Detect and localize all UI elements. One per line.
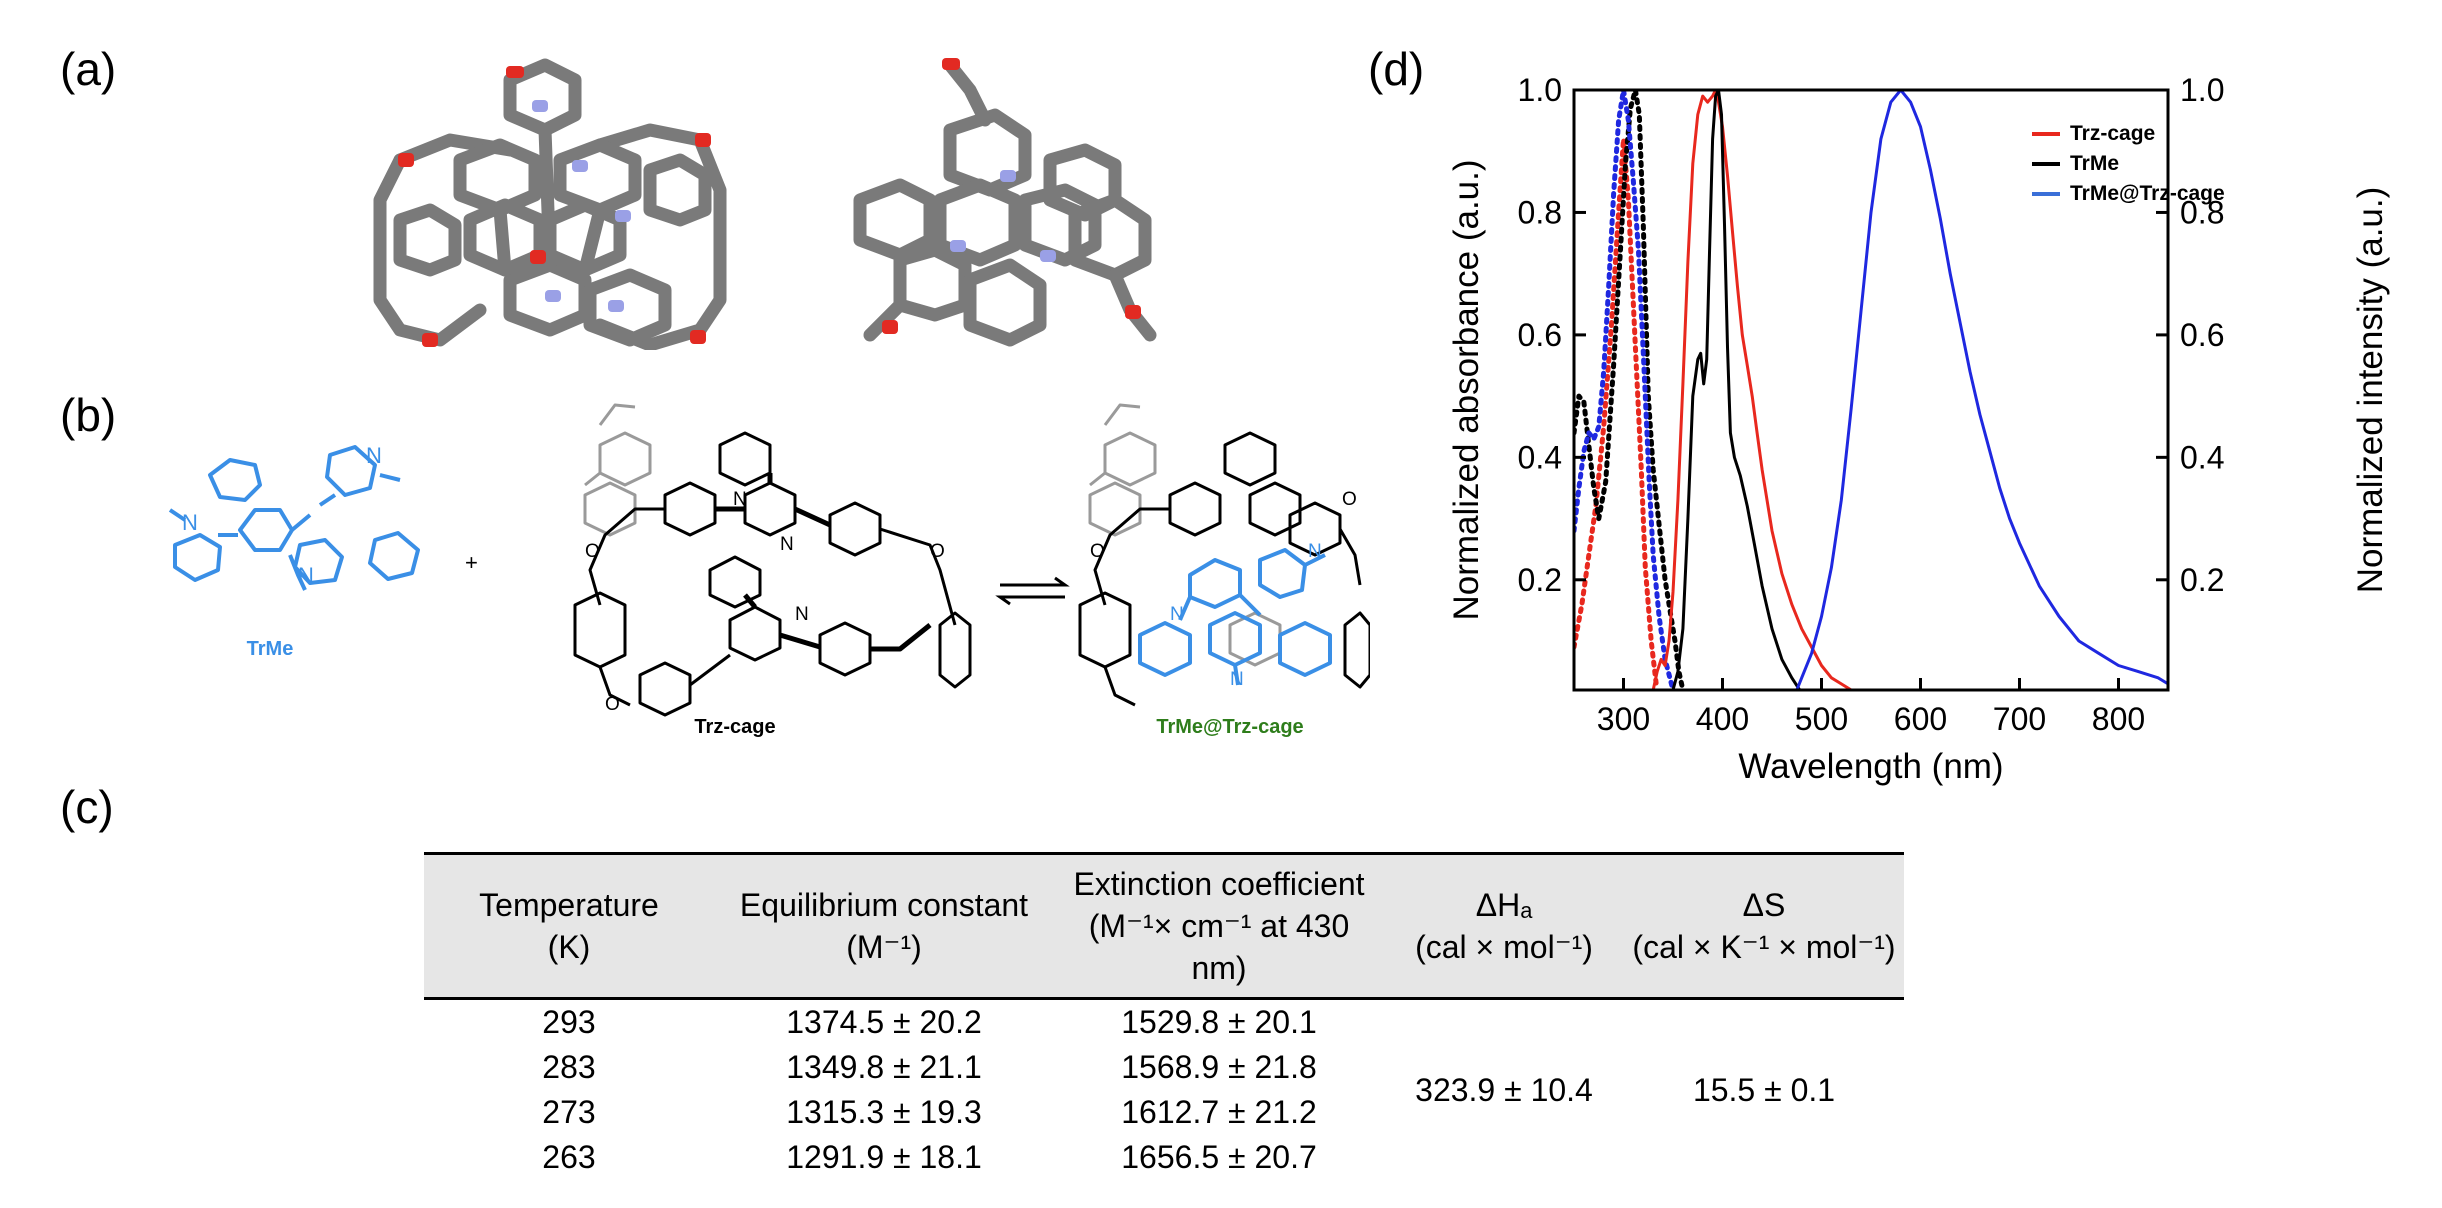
equilibrium-arrows bbox=[995, 576, 1070, 606]
trz-cage-label: Trz-cage bbox=[694, 716, 775, 738]
x-axis-label: Wavelength (nm) bbox=[1738, 747, 2003, 786]
cell-extinction-coefficient: 1612.7 ± 21.2 bbox=[1121, 1094, 1317, 1130]
plus-sign: + bbox=[465, 550, 478, 575]
series-line-emission-3 bbox=[1651, 90, 1852, 690]
trme-n-atom-3: N bbox=[298, 563, 314, 588]
cage-n-atom-2: N bbox=[780, 534, 794, 555]
series-line-absorbance-0 bbox=[1574, 136, 1659, 687]
cell-equilibrium-constant: 1349.8 ± 21.1 bbox=[786, 1049, 982, 1085]
trme-n-atom-1: N bbox=[182, 510, 198, 535]
header-entropy-unit: (cal × K⁻¹ × mol⁻¹) bbox=[1632, 929, 1896, 965]
y-tick-label-left: 0.6 bbox=[1518, 317, 1562, 353]
y-tick-label-right: 0.4 bbox=[2180, 439, 2224, 475]
y-tick-label-right: 0.6 bbox=[2180, 317, 2224, 353]
crystal-structure-guest bbox=[853, 58, 1157, 347]
panel-label-d: (d) bbox=[1368, 43, 1425, 95]
trz-cage-structure bbox=[573, 403, 972, 717]
complex-n-atom-1: N bbox=[1170, 604, 1184, 625]
header-enthalpy-title: ΔHₐ bbox=[1475, 887, 1533, 923]
x-tick-label: 300 bbox=[1597, 701, 1650, 737]
crystal-structure-cage bbox=[373, 58, 727, 350]
x-tick-label: 600 bbox=[1894, 701, 1947, 737]
cage-o-atom-3: O bbox=[605, 694, 620, 715]
host-guest-scheme: N N N TrMe + O bbox=[168, 403, 1370, 738]
cell-temperature: 293 bbox=[542, 1004, 596, 1040]
complex-label: TrMe@Trz-cage bbox=[1156, 716, 1303, 738]
y-tick-label-left: 1.0 bbox=[1518, 72, 1562, 108]
x-tick-label: 400 bbox=[1696, 701, 1749, 737]
cage-n-atom-1: N bbox=[733, 489, 747, 510]
trme-structure bbox=[168, 445, 420, 591]
header-extinction-coefficient: Extinction coefficient (M⁻¹× cm⁻¹ at 430… bbox=[1054, 854, 1384, 999]
complex-n-atom-3: N bbox=[1230, 669, 1244, 690]
cage-n-atom-3: N bbox=[795, 604, 809, 625]
series-line-absorbance-2 bbox=[1574, 90, 1676, 690]
table-row: 263 1291.9 ± 18.1 1656.5 ± 20.7 bbox=[424, 1135, 1904, 1180]
legend-label: TrMe@Trz-cage bbox=[2070, 182, 2225, 205]
y-axis-label-left: Normalized absorbance (a.u.) bbox=[1447, 159, 1486, 620]
trme-label: TrMe bbox=[247, 638, 294, 660]
x-tick-label: 500 bbox=[1795, 701, 1848, 737]
panel-label-c: (c) bbox=[60, 781, 114, 833]
cell-equilibrium-constant: 1315.3 ± 19.3 bbox=[786, 1094, 982, 1130]
thermodynamics-table: Temperature (K) Equilibrium constant (M⁻… bbox=[424, 852, 1904, 1180]
complex-o-atom-1: O bbox=[1090, 541, 1105, 562]
complex-structure bbox=[1078, 403, 1370, 707]
complex-n-atom-2: N bbox=[1308, 541, 1322, 562]
cage-o-atom-1: O bbox=[585, 541, 600, 562]
y-tick-label-left: 0.4 bbox=[1518, 439, 1562, 475]
cage-o-atom-2: O bbox=[930, 541, 945, 562]
y-tick-label-left: 0.2 bbox=[1518, 562, 1562, 598]
panel-label-b: (b) bbox=[60, 389, 117, 441]
series-line-emission-5 bbox=[1795, 90, 2168, 690]
cell-equilibrium-constant: 1374.5 ± 20.2 bbox=[786, 1004, 982, 1040]
header-temperature-title: Temperature bbox=[479, 887, 659, 923]
trme-n-atom-2: N bbox=[366, 443, 382, 468]
table-row: 293 1374.5 ± 20.2 1529.8 ± 20.1 323.9 ± … bbox=[424, 999, 1904, 1108]
spectra-chart: 300 400 500 600 700 800 0.2 0.2 0.4 0.4 0.6 0.6 0.8 0… bbox=[1447, 72, 2390, 786]
panel-label-a: (a) bbox=[60, 43, 117, 95]
cell-enthalpy: 323.9 ± 10.4 bbox=[1415, 1071, 1593, 1108]
header-entropy: ΔS (cal × K⁻¹ × mol⁻¹) bbox=[1624, 854, 1904, 999]
y-tick-label-right: 0.8 bbox=[2180, 194, 2224, 230]
y-tick-label-right: 1.0 bbox=[2180, 72, 2224, 108]
chart-series-group bbox=[1574, 90, 2168, 690]
table-row: 283 1349.8 ± 21.1 1568.9 ± 21.8 bbox=[424, 1045, 1904, 1090]
header-extinction-title: Extinction coefficient bbox=[1073, 866, 1365, 902]
cell-entropy: 15.5 ± 0.1 bbox=[1692, 1071, 1836, 1108]
cell-temperature: 273 bbox=[542, 1094, 596, 1130]
y-tick-label-right: 0.2 bbox=[2180, 562, 2224, 598]
header-extinction-unit: (M⁻¹× cm⁻¹ at 430 nm) bbox=[1088, 908, 1350, 986]
y-tick-label-left: 0.8 bbox=[1518, 194, 1562, 230]
complex-o-atom-2: O bbox=[1342, 489, 1357, 510]
cell-temperature: 283 bbox=[542, 1049, 596, 1085]
header-enthalpy-unit: (cal × mol⁻¹) bbox=[1415, 929, 1593, 965]
header-equilibrium-unit: (M⁻¹) bbox=[846, 929, 922, 965]
chart-axes: 300 400 500 600 700 800 0.2 0.2 0.4 0.4 0.6 0.6 0.8 0… bbox=[1518, 72, 2225, 737]
series-line-absorbance-1 bbox=[1574, 90, 1686, 690]
x-tick-label: 700 bbox=[1993, 701, 2046, 737]
table-header-row: Temperature (K) Equilibrium constant (M⁻… bbox=[424, 853, 1904, 999]
header-equilibrium-constant: Equilibrium constant (M⁻¹) bbox=[714, 854, 1054, 999]
legend-label: Trz-cage bbox=[2070, 122, 2155, 145]
header-enthalpy: ΔHₐ (cal × mol⁻¹) bbox=[1384, 854, 1624, 999]
cell-equilibrium-constant: 1291.9 ± 18.1 bbox=[786, 1139, 982, 1175]
header-temperature-unit: (K) bbox=[547, 929, 591, 965]
series-line-emission-4 bbox=[1671, 90, 1802, 690]
chart-legend: Trz-cage TrMe TrMe@Trz-cage bbox=[2032, 122, 2225, 205]
cell-temperature: 263 bbox=[542, 1139, 596, 1175]
header-entropy-title: ΔS bbox=[1742, 887, 1786, 923]
cell-extinction-coefficient: 1656.5 ± 20.7 bbox=[1121, 1139, 1317, 1175]
header-temperature: Temperature (K) bbox=[424, 854, 714, 999]
cell-extinction-coefficient: 1529.8 ± 20.1 bbox=[1121, 1004, 1317, 1040]
header-equilibrium-title: Equilibrium constant bbox=[739, 887, 1029, 923]
x-tick-label: 800 bbox=[2092, 701, 2145, 737]
table-row: 273 1315.3 ± 19.3 1612.7 ± 21.2 bbox=[424, 1090, 1904, 1135]
plot-frame bbox=[1572, 88, 2170, 692]
y-axis-label-right: Normalized intensity (a.u.) bbox=[2351, 187, 2390, 594]
legend-label: TrMe bbox=[2070, 152, 2119, 175]
cell-extinction-coefficient: 1568.9 ± 21.8 bbox=[1121, 1049, 1317, 1085]
